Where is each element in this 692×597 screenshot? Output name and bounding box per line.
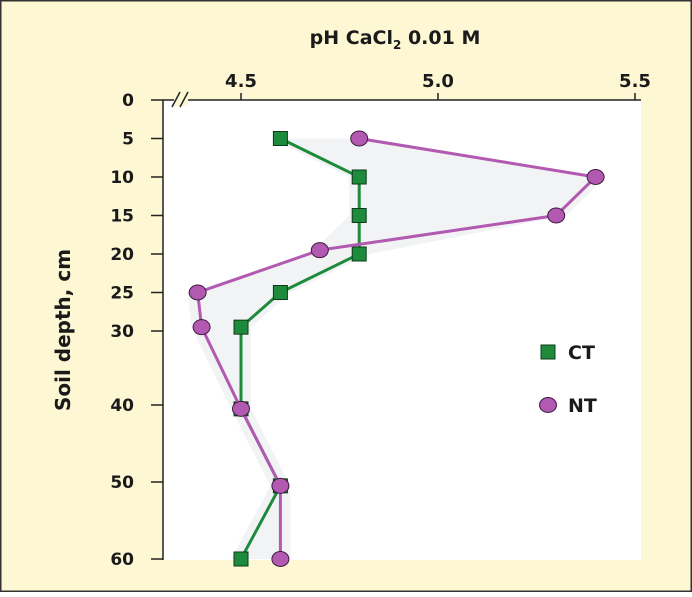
title-main: pH CaCl [310,27,393,49]
x-tick-label: 4.5 [225,71,257,92]
data-point-nt [188,284,207,301]
data-point-nt [310,242,329,259]
chart-title: pH CaCl2 0.01 M [310,27,481,52]
axis-break-mark [179,91,189,108]
y-tick-label: 25 [110,284,134,304]
y-tick-label: 20 [110,245,134,265]
legend-item-nt: NT [539,395,597,417]
legend-marker-nt [539,397,557,413]
y-tick-label: 5 [122,130,134,150]
data-point-ct [351,169,367,185]
x-tick-label: 5.5 [619,71,651,92]
y-tick-label: 60 [110,550,134,570]
y-tick-label: 10 [110,168,134,188]
data-point-ct [272,285,288,300]
legend-marker-ct [540,344,556,360]
data-point-nt [350,130,369,147]
data-point-ct [272,131,288,146]
data-point-ct [233,551,249,567]
y-axis-label: Soil depth, cm [51,249,75,411]
legend-label-ct: CT [568,342,595,364]
y-tick-label: 15 [110,207,134,227]
y-tick-label: 50 [110,473,134,493]
title-subscript: 2 [393,38,401,52]
data-point-ct [351,246,367,262]
series-nt [188,130,605,567]
x-axis-ticks: 4.5 5.0 5.5 [225,71,651,100]
legend: CT NT [539,342,597,417]
y-tick-label: 40 [110,396,134,416]
data-point-ct [351,208,367,223]
data-point-nt [192,319,211,336]
y-tick-label: 30 [110,322,134,342]
series-layer [188,130,605,567]
data-point-nt [232,400,250,417]
axis-break-mark [171,91,181,108]
shaded-range-band [187,138,606,559]
y-tick-label: 0 [122,91,134,111]
y-axis-ticks: 0 5 10 15 20 25 30 40 50 60 [110,91,163,570]
data-point-nt [547,207,566,224]
title-suffix: 0.01 M [401,27,480,49]
data-point-nt [271,551,290,567]
data-point-nt [586,169,605,185]
range-envelope [187,138,606,559]
x-tick-label: 5.0 [422,71,454,92]
data-point-nt [271,477,290,494]
legend-label-nt: NT [568,395,597,417]
data-point-ct [233,319,249,335]
legend-item-ct: CT [540,342,595,364]
